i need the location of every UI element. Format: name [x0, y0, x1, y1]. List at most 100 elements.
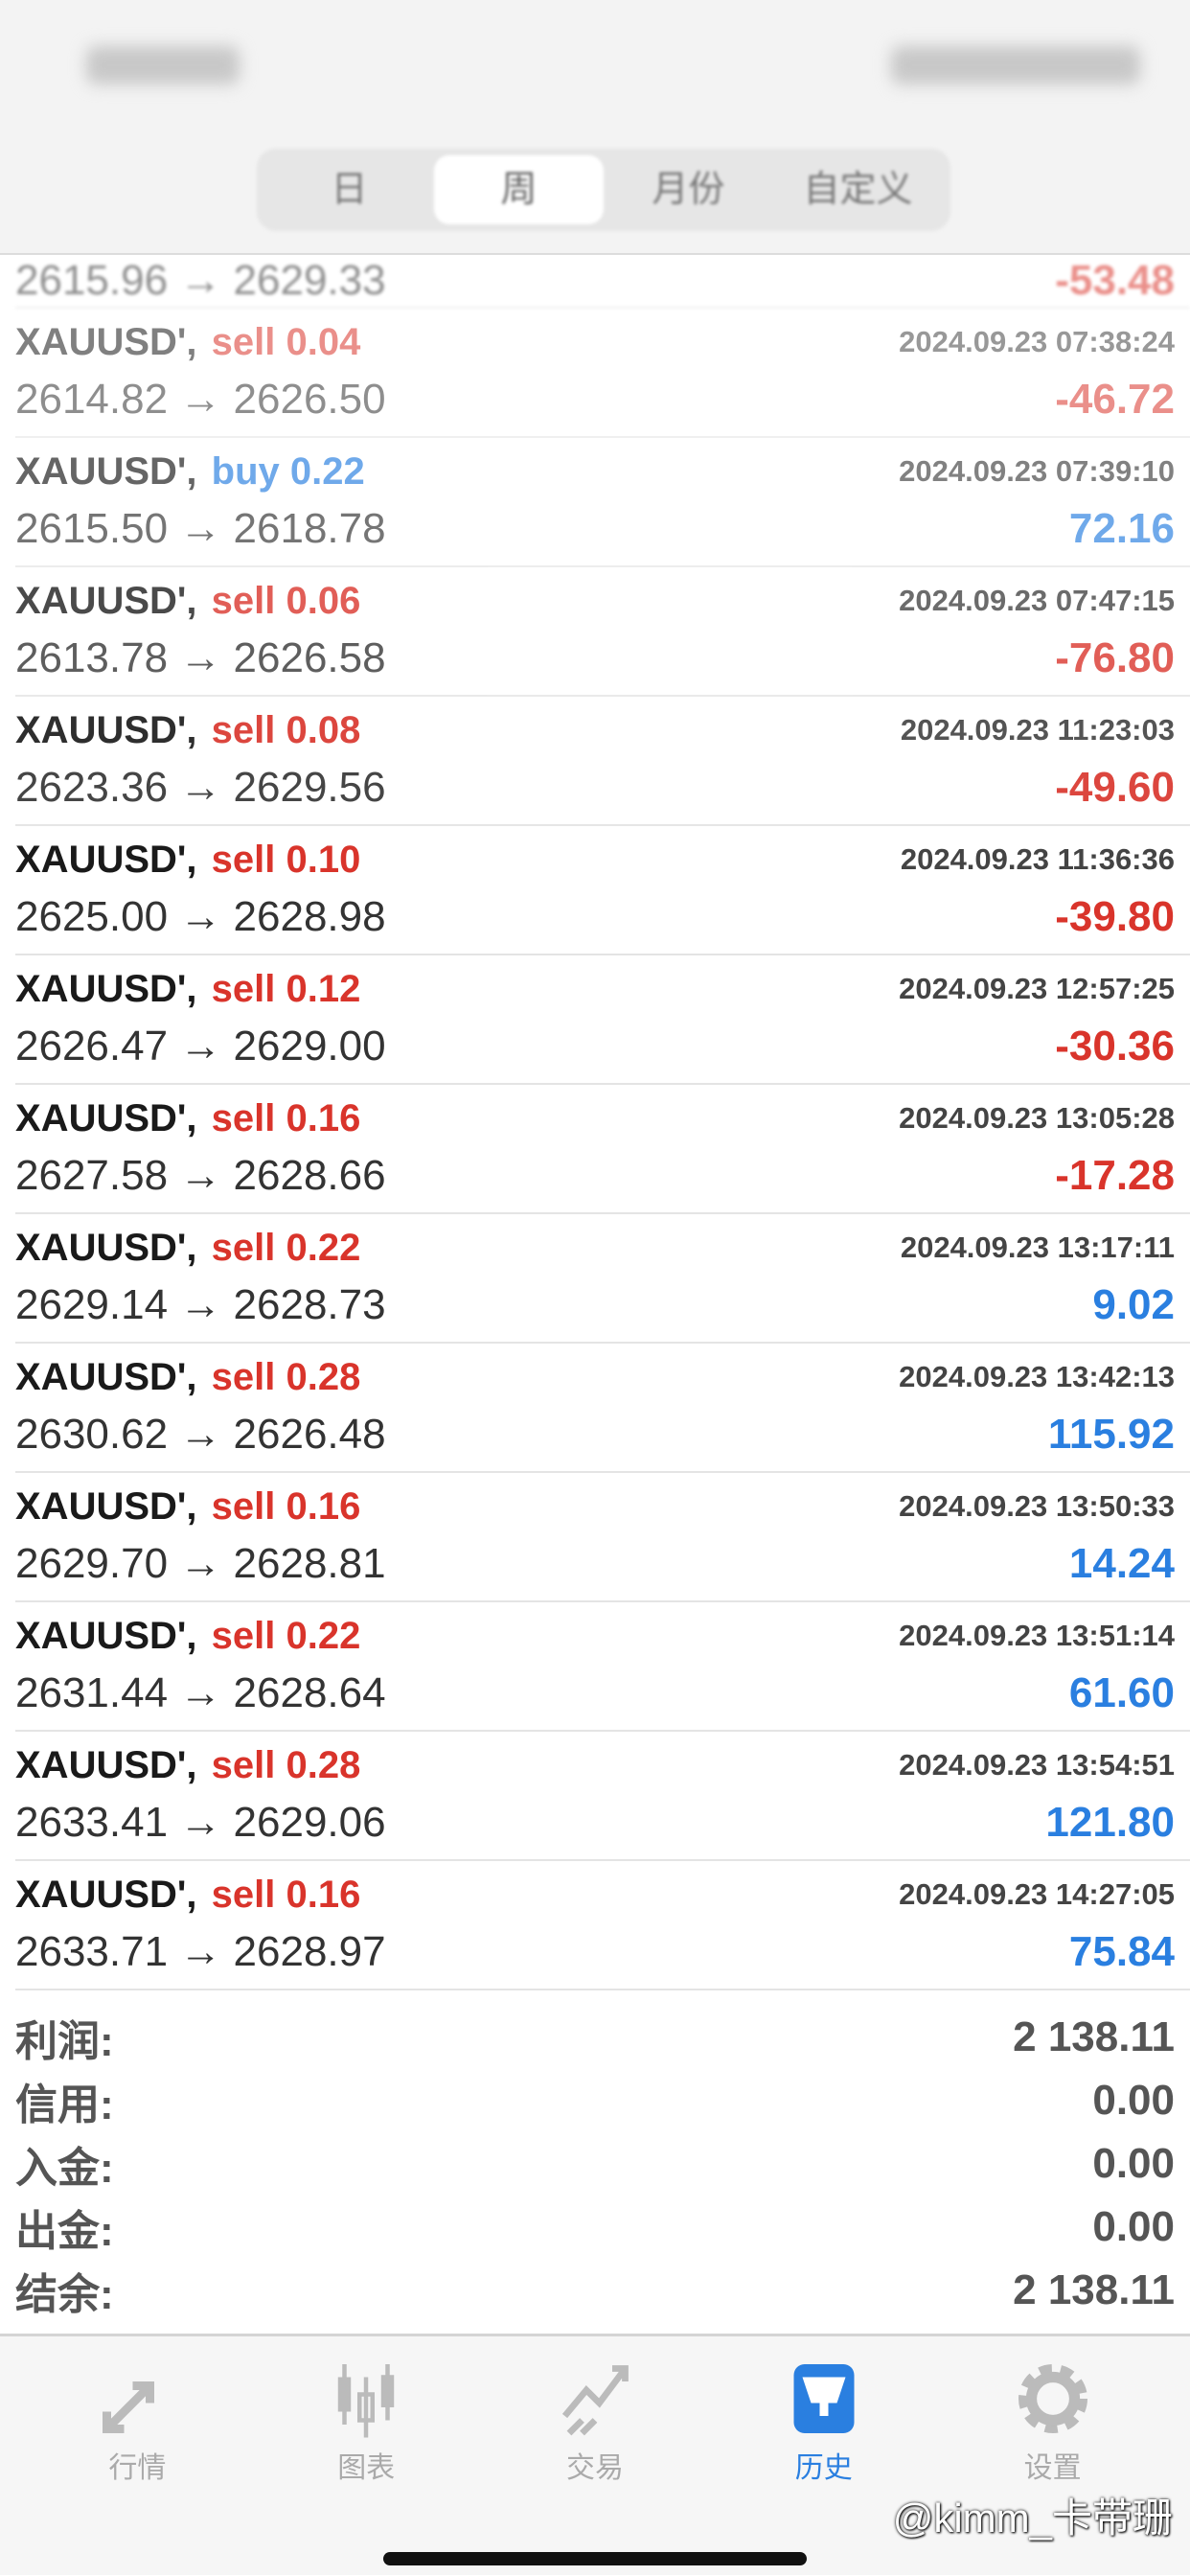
label: 利润: [15, 2018, 114, 2065]
close-price: 2628.73 [233, 1281, 386, 1328]
tab-label: 图表 [337, 2452, 396, 2484]
tab-quotes[interactable]: 行情 [60, 2356, 214, 2495]
side-volume: sell 0.12 [212, 968, 361, 1010]
trade-trend-icon [561, 2365, 629, 2436]
close-price: 2626.50 [233, 376, 386, 423]
label: 入金: [15, 2145, 114, 2192]
profit: 72.16 [1068, 505, 1175, 552]
value: 2 138.11 [1013, 2013, 1175, 2060]
deal-time: 2024.09.23 07:47:15 [899, 584, 1175, 617]
deal-row[interactable]: XAUUSD', sell 0.12 2024.09.23 12:57:25 262… [15, 955, 1190, 1085]
tab-settings[interactable]: 设置 [976, 2356, 1130, 2495]
deal-row[interactable]: XAUUSD', sell 0.22 2024.09.23 13:51:14 263… [15, 1602, 1190, 1732]
status-bar [0, 46, 1190, 84]
deal-list[interactable]: 2615.96 → 2629.33 -53.48 XAUUSD', sell 0… [0, 255, 1190, 1990]
deal-title: XAUUSD', sell 0.12 [15, 967, 361, 1010]
open-price: 2631.44 [15, 1669, 169, 1716]
deal-time: 2024.09.23 13:50:33 [899, 1489, 1175, 1523]
tab-week[interactable]: 周 [434, 155, 604, 224]
deal-row[interactable]: XAUUSD', sell 0.08 2024.09.23 11:23:03 262… [15, 697, 1190, 826]
tab-history[interactable]: 历史 [747, 2356, 901, 2495]
deal-header-line: XAUUSD', sell 0.04 2024.09.23 07:38:24 [15, 309, 1175, 368]
deal-title: XAUUSD', sell 0.16 [15, 1484, 361, 1528]
summary-withdrawal: 出金: 0.00 [15, 2196, 1175, 2259]
deal-time: 2024.09.23 13:17:11 [900, 1230, 1175, 1264]
arrow-icon: → [179, 1928, 222, 1975]
profit: -39.80 [1055, 893, 1175, 940]
side: sell [211, 579, 276, 622]
deal-header-line: XAUUSD', sell 0.16 2024.09.23 13:50:33 [15, 1473, 1175, 1532]
deal-row[interactable]: XAUUSD', sell 0.06 2024.09.23 07:47:15 261… [15, 567, 1190, 697]
arrow-icon: → [179, 1411, 222, 1458]
open-price: 2633.71 [15, 1928, 169, 1975]
price-line: 2614.82 → 2626.50 [15, 376, 386, 424]
deal-header-line: XAUUSD', sell 0.28 2024.09.23 13:54:51 [15, 1732, 1175, 1791]
deal-row-partial[interactable]: 2615.96 → 2629.33 -53.48 [15, 255, 1190, 309]
bottom-tab-bar: 行情 图表 交易 历史 设置 @kimm_卡带珊 [0, 2334, 1190, 2575]
deal-time: 2024.09.23 11:36:36 [900, 842, 1175, 876]
price-line: 2615.96 → 2629.33 [15, 257, 386, 305]
price-line-wrap: 2614.82 → 2626.50 -46.72 [15, 368, 1175, 431]
arrow-icon: → [179, 1281, 222, 1328]
arrow-icon: → [179, 634, 222, 681]
header: 日 周 月份 自定义 [0, 0, 1190, 255]
home-indicator[interactable] [383, 2552, 807, 2565]
deal-row[interactable]: XAUUSD', sell 0.16 2024.09.23 13:50:33 262… [15, 1473, 1190, 1602]
close-price: 2628.66 [233, 1152, 386, 1199]
tab-charts[interactable]: 图表 [289, 2356, 443, 2495]
deal-row[interactable]: XAUUSD', sell 0.16 2024.09.23 14:27:05 263… [15, 1861, 1190, 1990]
side: sell [211, 1226, 276, 1269]
deal-row[interactable]: XAUUSD', sell 0.28 2024.09.23 13:42:13 263… [15, 1344, 1190, 1473]
deal-row[interactable]: XAUUSD', sell 0.28 2024.09.23 13:54:51 263… [15, 1732, 1190, 1861]
summary-credit: 信用: 0.00 [15, 2069, 1175, 2132]
deal-time: 2024.09.23 12:57:25 [899, 972, 1175, 1005]
deal-row[interactable]: XAUUSD', sell 0.22 2024.09.23 13:17:11 262… [15, 1214, 1190, 1344]
price-line: 2615.50 → 2618.78 [15, 505, 386, 553]
volume: 0.16 [286, 1873, 361, 1916]
price-line-wrap: 2631.44 → 2628.64 61.60 [15, 1662, 1175, 1725]
profit: -49.60 [1055, 764, 1175, 811]
deal-title: XAUUSD', sell 0.10 [15, 838, 361, 881]
price-line: 2627.58 → 2628.66 [15, 1152, 386, 1200]
deal-row[interactable]: XAUUSD', sell 0.16 2024.09.23 13:05:28 262… [15, 1085, 1190, 1214]
volume: 0.28 [286, 1743, 361, 1786]
deal-title: XAUUSD', sell 0.16 [15, 1096, 361, 1139]
deal-time: 2024.09.23 14:27:05 [899, 1877, 1175, 1911]
price-line-wrap: 2629.70 → 2628.81 14.24 [15, 1532, 1175, 1596]
tab-custom[interactable]: 自定义 [803, 170, 913, 210]
symbol: XAUUSD' [15, 1614, 187, 1657]
side: sell [211, 967, 276, 1010]
profit: 115.92 [1047, 1411, 1175, 1458]
side: sell [211, 1614, 276, 1657]
summary: 利润: 2 138.11 信用: 0.00 入金: 0.00 出金: 0.00 结余: 2… [0, 1990, 1190, 2334]
deal-title: XAUUSD', sell 0.06 [15, 579, 361, 622]
history-inbox-icon [793, 2364, 855, 2433]
side: sell [211, 1873, 276, 1916]
volume: 0.12 [286, 967, 361, 1010]
status-bar-time-blurred [86, 46, 240, 84]
deal-title: XAUUSD', sell 0.22 [15, 1226, 361, 1269]
open-price: 2630.62 [15, 1411, 169, 1458]
close-price: 2618.78 [233, 505, 386, 552]
deal-row[interactable]: XAUUSD', buy 0.22 2024.09.23 07:39:10 2615… [15, 438, 1190, 567]
watermark: @kimm_卡带珊 [892, 2496, 1173, 2541]
symbol: XAUUSD' [15, 838, 187, 881]
close-price: 2629.56 [233, 764, 386, 811]
price-line: 2633.71 → 2628.97 [15, 1928, 386, 1976]
deal-title: XAUUSD', sell 0.28 [15, 1355, 361, 1398]
candlestick-chart-icon [337, 2364, 395, 2438]
value: 0.00 [1092, 2077, 1175, 2124]
symbol: XAUUSD' [15, 1096, 187, 1139]
symbol: XAUUSD' [15, 320, 187, 363]
tab-month[interactable]: 月份 [652, 170, 725, 210]
tab-label: 设置 [1023, 2452, 1082, 2484]
open-price: 2626.47 [15, 1023, 169, 1070]
deal-row[interactable]: XAUUSD', sell 0.04 2024.09.23 07:38:24 261… [15, 309, 1190, 438]
tab-trade[interactable]: 交易 [518, 2356, 672, 2495]
tab-day[interactable]: 日 [331, 170, 368, 210]
deal-header-line: XAUUSD', sell 0.06 2024.09.23 07:47:15 [15, 567, 1175, 627]
arrow-icon: → [179, 1540, 222, 1587]
deal-time: 2024.09.23 13:54:51 [899, 1748, 1175, 1782]
deal-row[interactable]: XAUUSD', sell 0.10 2024.09.23 11:36:36 262… [15, 826, 1190, 955]
close-price: 2628.98 [233, 893, 386, 940]
